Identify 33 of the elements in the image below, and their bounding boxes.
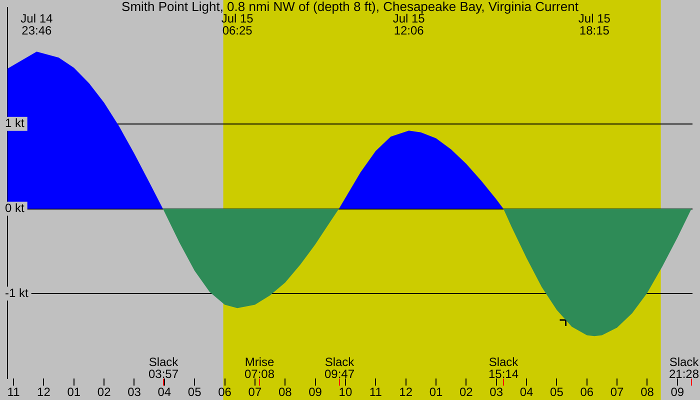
x-tick-label: 08 bbox=[278, 385, 292, 400]
ref-line-label: Slack 21:28 bbox=[668, 354, 700, 381]
x-tick-label: 11 bbox=[7, 385, 20, 400]
y-tick-label: -1 kt bbox=[5, 286, 30, 300]
x-tick-label: 07 bbox=[248, 385, 262, 400]
annotation: Jul 15 18:15 bbox=[578, 11, 611, 38]
ref-line-label: Slack 03:57 bbox=[148, 354, 180, 381]
ref-line-label: Slack 09:47 bbox=[324, 354, 356, 381]
ref-line-label: Slack 15:14 bbox=[488, 354, 520, 381]
x-tick-label: 04 bbox=[520, 385, 534, 400]
y-tick-label: 0 kt bbox=[5, 201, 26, 216]
y-tick-label: 1 kt bbox=[5, 116, 26, 130]
x-tick-label: 05 bbox=[550, 385, 564, 400]
x-tick-label: 05 bbox=[188, 385, 202, 400]
x-tick-label: 09 bbox=[308, 385, 322, 400]
chart-title: Smith Point Light, 0.8 nmi NW of (depth 8 ft), Chesapeake Bay, Virginia Current bbox=[122, 0, 579, 14]
x-tick-label: 02 bbox=[97, 385, 112, 400]
x-tick-label: 12 bbox=[399, 385, 413, 400]
x-tick-label: 10 bbox=[338, 385, 352, 400]
ref-line-label: Mrise 07:08 bbox=[244, 354, 275, 381]
annotation: Jul 14 23:46 bbox=[20, 11, 53, 38]
x-tick-label: 07 bbox=[610, 385, 624, 400]
x-tick-label: 02 bbox=[460, 385, 474, 400]
x-tick-label: 08 bbox=[640, 385, 654, 400]
x-tick-label: 01 bbox=[429, 385, 443, 400]
x-tick-label: 03 bbox=[128, 385, 142, 400]
x-tick-label: 04 bbox=[158, 385, 172, 400]
x-tick-label: 01 bbox=[67, 385, 81, 400]
x-tick-label: 09 bbox=[670, 385, 684, 400]
x-tick-label: 12 bbox=[37, 385, 51, 400]
x-tick-label: 03 bbox=[490, 385, 504, 400]
x-tick-label: 11 bbox=[369, 385, 382, 400]
x-tick-label: 06 bbox=[580, 385, 594, 400]
